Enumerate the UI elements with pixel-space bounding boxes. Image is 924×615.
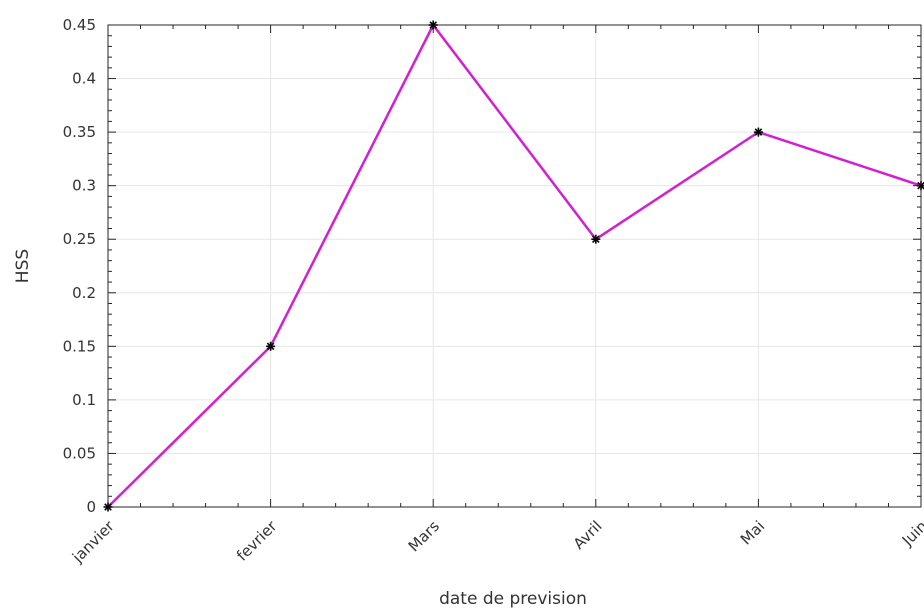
data-point-marker bbox=[753, 127, 763, 137]
x-axis-title: date de prevision bbox=[439, 589, 587, 609]
y-tick-label: 0.35 bbox=[63, 123, 96, 141]
data-point-marker bbox=[591, 234, 601, 244]
x-tick-label: Avril bbox=[570, 517, 606, 553]
data-point-marker bbox=[428, 20, 438, 30]
axes bbox=[107, 24, 922, 508]
x-tick-label: janvier bbox=[68, 517, 118, 567]
data-point-marker bbox=[103, 502, 113, 512]
tick-labels: 0 0.05 0.1 0.15 0.2 0.25 0.3 0.35 0.4 0.45 janvier… bbox=[63, 16, 924, 567]
y-tick-label: 0.1 bbox=[72, 391, 96, 409]
y-axis-title: HSS bbox=[13, 249, 33, 283]
x-tick-label: fevrier bbox=[233, 517, 281, 565]
x-tick-label: Mai bbox=[737, 517, 768, 548]
grid bbox=[107, 24, 922, 508]
y-tick-label: 0.45 bbox=[63, 16, 96, 34]
x-tick-label: Mars bbox=[405, 517, 443, 555]
data-point-marker bbox=[266, 341, 276, 351]
y-tick-label: 0.25 bbox=[63, 230, 96, 248]
series bbox=[103, 20, 924, 512]
y-tick-label: 0 bbox=[86, 498, 96, 516]
y-tick-label: 0.05 bbox=[63, 444, 96, 462]
ticks bbox=[107, 24, 922, 508]
y-tick-label: 0.2 bbox=[72, 284, 96, 302]
y-tick-label: 0.4 bbox=[72, 70, 96, 88]
series-line bbox=[107, 23, 922, 508]
data-point-marker bbox=[916, 181, 924, 191]
x-tick-label: Juin bbox=[898, 517, 924, 550]
plot-frame bbox=[107, 24, 922, 508]
y-tick-label: 0.15 bbox=[63, 337, 96, 355]
y-tick-label: 0.3 bbox=[72, 177, 96, 195]
